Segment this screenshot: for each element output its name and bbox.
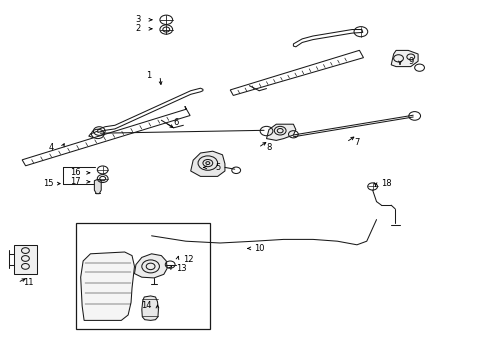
Polygon shape (94, 179, 101, 194)
Text: 18: 18 (380, 179, 391, 188)
Polygon shape (14, 245, 37, 274)
Text: 4: 4 (49, 143, 54, 152)
Polygon shape (190, 151, 224, 176)
Text: 17: 17 (70, 177, 81, 186)
Text: 16: 16 (70, 168, 81, 177)
Polygon shape (142, 296, 158, 320)
Text: 10: 10 (253, 244, 264, 253)
Text: 6: 6 (173, 118, 178, 127)
Text: 14: 14 (141, 302, 152, 310)
Text: 15: 15 (42, 179, 53, 188)
Text: 3: 3 (135, 15, 140, 24)
Text: 13: 13 (175, 264, 186, 273)
Text: 11: 11 (23, 278, 34, 287)
Text: 7: 7 (354, 138, 359, 147)
Polygon shape (81, 252, 134, 320)
Text: 12: 12 (183, 255, 193, 264)
Text: 2: 2 (135, 24, 140, 33)
Bar (76, 223, 210, 329)
Text: 8: 8 (266, 143, 271, 152)
Text: 9: 9 (407, 57, 412, 66)
Polygon shape (390, 50, 417, 67)
Polygon shape (266, 124, 295, 140)
Text: 1: 1 (146, 71, 151, 80)
Text: 5: 5 (215, 163, 220, 172)
Polygon shape (134, 254, 167, 278)
